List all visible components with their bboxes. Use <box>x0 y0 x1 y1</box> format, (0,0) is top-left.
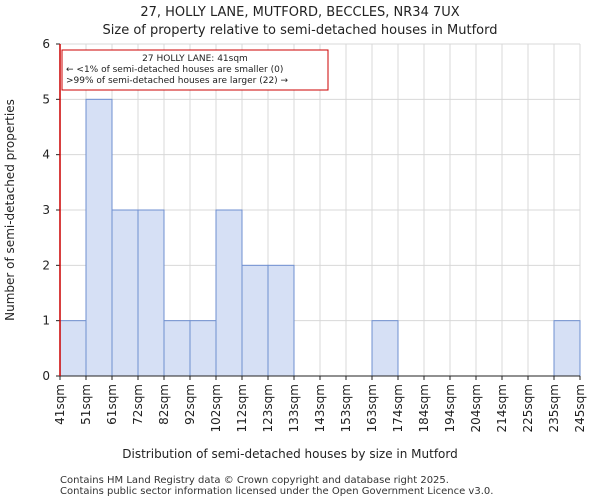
bar-163sqm <box>371 320 399 377</box>
bar-51sqm <box>85 98 113 377</box>
bar-112sqm <box>241 264 269 377</box>
bar-72sqm <box>137 209 165 377</box>
annotation-line3: >99% of semi-detached houses are larger … <box>66 76 289 86</box>
x-tick-label-72sqm: 72sqm <box>131 384 145 425</box>
bar-92sqm <box>189 320 217 377</box>
y-tick-label-2: 2 <box>42 258 50 272</box>
x-tick-label-41sqm: 41sqm <box>53 384 67 425</box>
x-tick-label-82sqm: 82sqm <box>157 384 171 425</box>
annotation-rect <box>61 49 329 91</box>
x-axis-label: Distribution of semi-detached houses by … <box>122 447 457 461</box>
y-tick-label-4: 4 <box>42 148 50 162</box>
y-tick-label-1: 1 <box>42 314 50 328</box>
chart-subtitle: Size of property relative to semi-detach… <box>102 23 498 38</box>
footer-copyright: Contains HM Land Registry data © Crown c… <box>60 475 449 486</box>
x-tick-label-163sqm: 163sqm <box>365 384 379 432</box>
x-tick-label-214sqm: 214sqm <box>495 384 509 432</box>
x-tick-label-194sqm: 194sqm <box>443 384 457 432</box>
x-ticks: 41sqm 51sqm 61sqm 72sqm 82sqm 92sqm 102sqm 112s… <box>53 376 587 432</box>
x-tick-label-112sqm: 112sqm <box>235 384 249 432</box>
x-tick-label-51sqm: 51sqm <box>79 384 93 425</box>
bar-235sqm <box>553 320 581 377</box>
y-tick-label-0: 0 <box>42 369 50 383</box>
x-tick-label-184sqm: 184sqm <box>417 384 431 432</box>
annotation-box: 27 HOLLY LANE: 41sqm ← <1% of semi-detac… <box>61 49 329 91</box>
y-tick-label-3: 3 <box>42 203 50 217</box>
x-tick-label-153sqm: 153sqm <box>339 384 353 432</box>
annotation-line2: ← <1% of semi-detached houses are smalle… <box>66 65 283 75</box>
chart-title: 27, HOLLY LANE, MUTFORD, BECCLES, NR34 7… <box>140 5 460 20</box>
bar-123sqm <box>267 264 295 377</box>
x-tick-label-225sqm: 225sqm <box>521 384 535 432</box>
y-tick-label-5: 5 <box>42 92 50 106</box>
x-tick-label-133sqm: 133sqm <box>287 384 301 432</box>
y-tick-label-6: 6 <box>42 37 50 51</box>
bar-61sqm <box>111 209 139 377</box>
annotation-line1: 27 HOLLY LANE: 41sqm <box>142 54 248 64</box>
x-tick-label-204sqm: 204sqm <box>469 384 483 432</box>
bars <box>59 98 581 377</box>
y-axis-label: Number of semi-detached properties <box>3 99 17 321</box>
bar-102sqm <box>215 209 243 377</box>
x-tick-label-123sqm: 123sqm <box>261 384 275 432</box>
x-tick-label-102sqm: 102sqm <box>209 384 223 432</box>
x-tick-label-174sqm: 174sqm <box>391 384 405 432</box>
y-ticks: 0 1 2 3 4 5 6 <box>42 37 60 383</box>
bar-82sqm <box>163 320 191 377</box>
x-tick-label-235sqm: 235sqm <box>547 384 561 432</box>
x-tick-label-61sqm: 61sqm <box>105 384 119 425</box>
x-tick-label-92sqm: 92sqm <box>183 384 197 425</box>
bar-41sqm <box>59 320 87 377</box>
x-tick-label-143sqm: 143sqm <box>313 384 327 432</box>
x-tick-label-245sqm: 245sqm <box>573 384 587 432</box>
footer-licence: Contains public sector information licen… <box>60 486 494 497</box>
